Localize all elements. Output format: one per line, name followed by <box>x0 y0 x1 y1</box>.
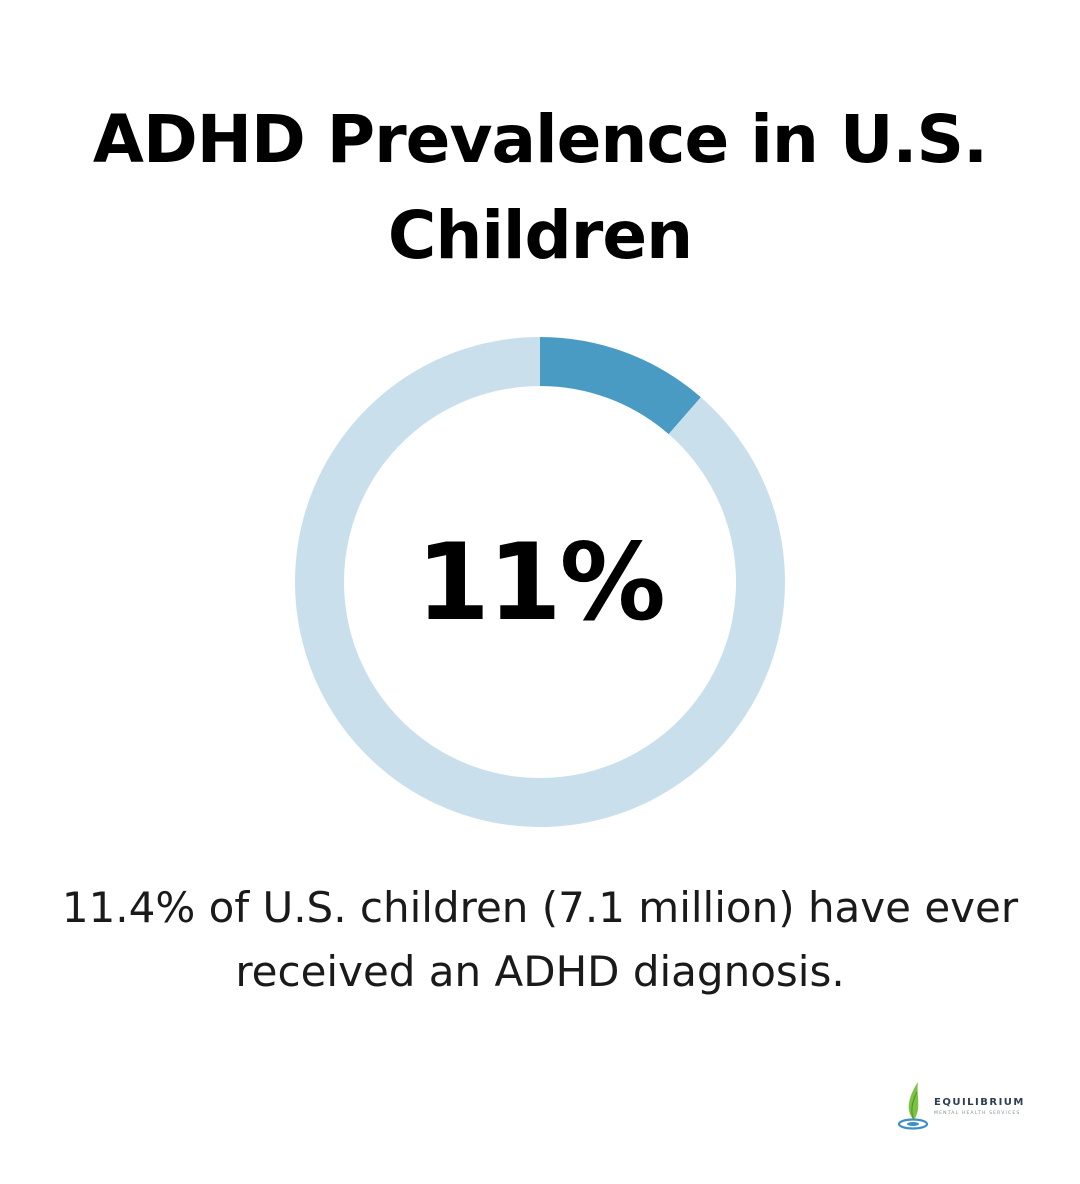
chart-title: ADHD Prevalence in U.S. Children <box>92 101 988 274</box>
brand-logo: EQUILIBRIUM MENTAL HEALTH SERVICES <box>896 1080 1036 1130</box>
logo-tagline: MENTAL HEALTH SERVICES <box>934 1111 1021 1116</box>
caption: 11.4% of U.S. children (7.1 million) hav… <box>61 883 1019 996</box>
donut-svg <box>294 337 785 827</box>
logo-wordmark: EQUILIBRIUM <box>934 1097 1025 1108</box>
leaf-drop-icon <box>897 1082 929 1130</box>
donut-chart: 11% <box>290 332 790 832</box>
center-value: 11% <box>416 520 666 644</box>
donut-slice-highlight <box>540 337 701 435</box>
